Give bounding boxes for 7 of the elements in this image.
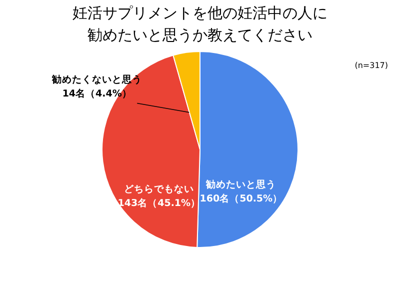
data-label: 160名（50.5%） [200, 192, 283, 205]
data-label: 143名（45.1%） [118, 197, 201, 210]
text: (n=317) [354, 61, 388, 70]
slice-label: 勧めたいと思う [205, 178, 276, 191]
slice-label: どちらでもない [124, 184, 194, 196]
slice-label: 勧めたくないと思う [51, 73, 142, 86]
chart-title: 妊活サプリメントを他の妊活中の人に勧めたいと思うか教えてください [72, 4, 328, 44]
